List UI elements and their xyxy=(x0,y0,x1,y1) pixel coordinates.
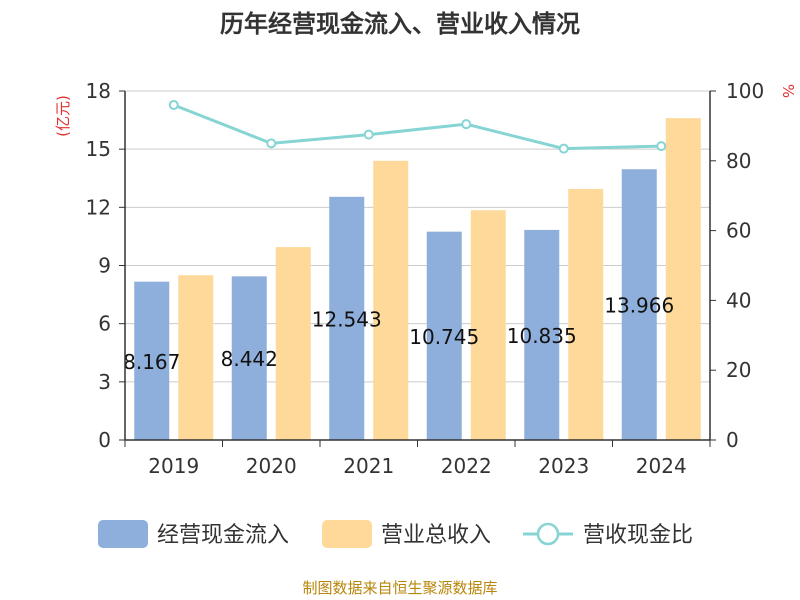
data-label-cash-inflow: 8.167 xyxy=(123,350,180,374)
right-tick-label: 60 xyxy=(726,219,751,243)
left-tick-label: 18 xyxy=(86,79,111,103)
bar-cash-inflow xyxy=(231,276,267,440)
bar-revenue xyxy=(665,118,701,441)
left-tick-label: 15 xyxy=(86,137,111,161)
bar-cash-inflow xyxy=(621,169,657,440)
legend-label-cash-inflow: 经营现金流入 xyxy=(157,523,289,548)
legend-label-revenue: 营业总收入 xyxy=(381,523,491,548)
right-tick-label: 100 xyxy=(726,79,764,103)
left-tick-label: 12 xyxy=(86,195,111,219)
ratio-point xyxy=(363,129,374,140)
right-tick-label: 80 xyxy=(726,149,751,173)
data-label-cash-inflow: 10.835 xyxy=(507,324,577,348)
axes: 0 3 6 9 12 15 18 0 20 40 60 80 100 2019 2020 2021 2022 20… xyxy=(86,79,765,478)
right-tick-label: 20 xyxy=(726,358,751,382)
x-tick-label: 2019 xyxy=(148,454,199,478)
bar-cash-inflow xyxy=(134,281,170,440)
bar-revenue xyxy=(470,210,506,440)
legend-swatch-revenue xyxy=(322,520,372,548)
data-label-cash-inflow: 10.745 xyxy=(409,325,479,349)
right-tick-label: 0 xyxy=(726,428,739,452)
x-tick-label: 2021 xyxy=(343,454,394,478)
left-tick-label: 3 xyxy=(98,370,111,394)
bar-revenue xyxy=(178,275,214,440)
bar-cash-inflow xyxy=(524,229,560,440)
ratio-point xyxy=(461,119,472,130)
x-tick-label: 2020 xyxy=(246,454,297,478)
data-label-cash-inflow: 12.543 xyxy=(312,307,382,331)
legend: 经营现金流入 营业总收入 营收现金比 xyxy=(98,520,693,548)
bar-revenue xyxy=(373,160,409,441)
x-tick-label: 2023 xyxy=(538,454,589,478)
left-tick-label: 6 xyxy=(98,312,111,336)
legend-marker-ratio xyxy=(536,522,560,546)
source-note: 制图数据来自恒生聚源数据库 xyxy=(302,579,497,597)
grid xyxy=(125,90,710,383)
ratio-point xyxy=(558,143,569,154)
bar-revenue xyxy=(275,247,311,440)
right-axis-unit: % xyxy=(779,84,797,98)
bar-cash-inflow xyxy=(426,231,462,440)
right-tick-label: 40 xyxy=(726,288,751,312)
ratio-line-path xyxy=(173,103,662,151)
left-axis-unit: (亿元) xyxy=(54,95,72,137)
left-tick-label: 0 xyxy=(98,428,111,452)
bars xyxy=(134,118,701,441)
legend-swatch-cash-inflow xyxy=(98,520,148,548)
bar-revenue xyxy=(568,188,604,440)
data-labels: 8.167 8.442 12.543 10.745 10.835 13.966 xyxy=(123,294,674,374)
ratio-point xyxy=(266,138,277,149)
ratio-point xyxy=(168,99,179,110)
ratio-point xyxy=(656,141,667,152)
data-label-cash-inflow: 8.442 xyxy=(221,347,278,371)
bar-cash-inflow xyxy=(329,196,365,440)
x-tick-label: 2022 xyxy=(441,454,492,478)
legend-label-ratio: 营收现金比 xyxy=(583,523,693,548)
left-tick-label: 9 xyxy=(98,254,111,278)
data-label-cash-inflow: 13.966 xyxy=(604,294,674,318)
ratio-line xyxy=(168,99,667,154)
chart-title: 历年经营现金流入、营业收入情况 xyxy=(220,10,580,38)
x-tick-label: 2024 xyxy=(636,454,687,478)
